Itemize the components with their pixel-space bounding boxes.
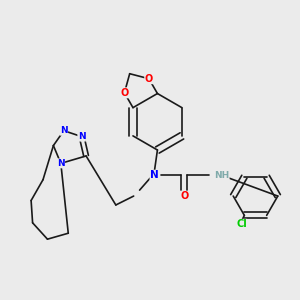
Text: N: N xyxy=(78,132,86,141)
Text: N: N xyxy=(60,126,68,135)
Text: O: O xyxy=(145,74,153,84)
Text: N: N xyxy=(150,170,159,180)
Text: Cl: Cl xyxy=(236,219,247,229)
Text: N: N xyxy=(57,159,64,168)
Text: NH: NH xyxy=(214,171,229,180)
Text: O: O xyxy=(180,191,188,201)
Text: O: O xyxy=(120,88,128,98)
